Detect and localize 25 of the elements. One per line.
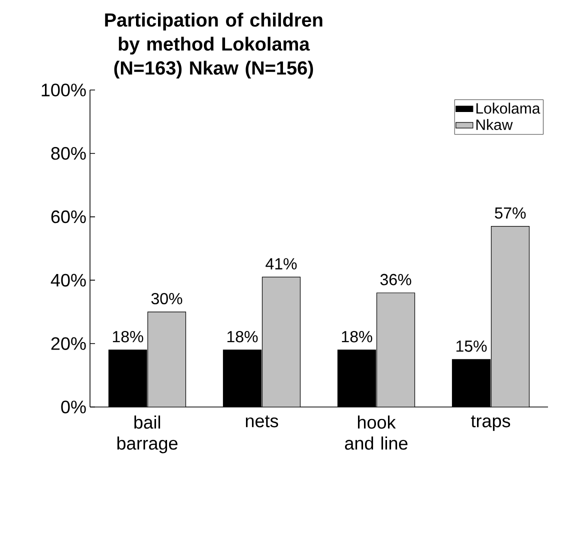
x-tick-label: hook and line [344, 416, 408, 450]
data-label: 30% [151, 292, 182, 304]
data-label: 36% [380, 274, 412, 286]
y-tick-label: 80% [51, 147, 86, 160]
y-tick-label: 40% [50, 274, 86, 287]
data-label: 18% [342, 330, 372, 342]
x-tick-label: traps [471, 416, 510, 431]
legend-label: Nkaw [476, 119, 513, 130]
y-tick-label: 20% [51, 337, 86, 350]
chart-title: Participation of children by method Lokolama (N=163) Nkaw (N=156) [105, 12, 322, 78]
x-tick-label: nets [246, 416, 278, 428]
legend-label: Lokolama [476, 102, 540, 114]
y-tick-label: 60% [51, 210, 86, 224]
data-label: 57% [494, 207, 526, 219]
bar [147, 312, 186, 407]
bar [262, 276, 301, 407]
data-label: 18% [227, 330, 258, 342]
data-label: 18% [112, 330, 144, 342]
data-label: 41% [266, 258, 297, 270]
data-label: 15% [456, 340, 487, 352]
bar [376, 292, 416, 407]
y-tick-label: 0% [61, 400, 86, 414]
x-tick-label: bail barrage [117, 416, 178, 454]
bar [490, 226, 530, 407]
y-tick-label: 100% [42, 84, 86, 96]
